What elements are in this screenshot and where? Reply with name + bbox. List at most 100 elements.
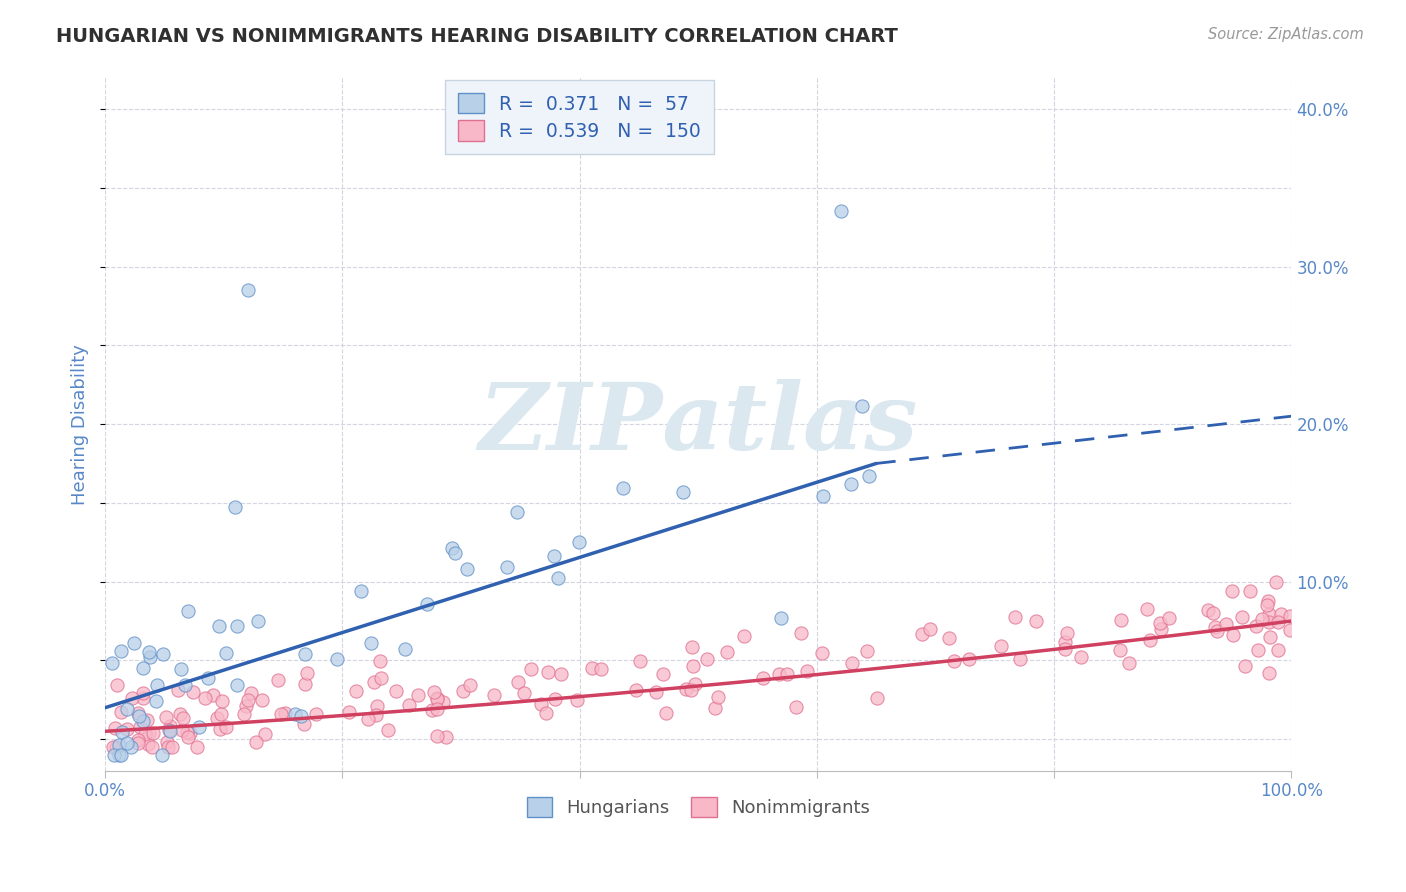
Point bbox=[141, 740, 163, 755]
Point bbox=[505, 505, 527, 519]
Point bbox=[420, 703, 443, 717]
Point bbox=[1053, 641, 1076, 656]
Point bbox=[1247, 642, 1270, 657]
Point bbox=[128, 720, 150, 734]
Point bbox=[1008, 652, 1031, 666]
Point bbox=[426, 702, 449, 716]
Point bbox=[856, 644, 879, 658]
Point bbox=[1136, 601, 1159, 615]
Point bbox=[423, 685, 446, 699]
Point bbox=[225, 678, 247, 692]
Point bbox=[110, 643, 132, 657]
Point bbox=[938, 631, 960, 645]
Point bbox=[1264, 574, 1286, 589]
Point bbox=[394, 642, 416, 657]
Point bbox=[270, 706, 292, 721]
Point bbox=[626, 683, 648, 698]
Point bbox=[236, 693, 259, 707]
Point bbox=[224, 500, 246, 514]
Point bbox=[232, 707, 254, 722]
Point bbox=[645, 685, 668, 699]
Point bbox=[851, 399, 873, 413]
Point bbox=[120, 740, 142, 755]
Point bbox=[176, 731, 198, 745]
Point bbox=[197, 672, 219, 686]
Point bbox=[733, 629, 755, 643]
Point bbox=[1139, 632, 1161, 647]
Point bbox=[108, 738, 131, 752]
Point bbox=[214, 646, 236, 660]
Point bbox=[1257, 607, 1279, 622]
Point bbox=[370, 654, 392, 668]
Point bbox=[496, 560, 519, 574]
Point bbox=[752, 672, 775, 686]
Point bbox=[188, 720, 211, 734]
Point bbox=[157, 723, 180, 737]
Point bbox=[103, 747, 125, 762]
Point bbox=[226, 619, 249, 633]
Point bbox=[789, 626, 811, 640]
Point bbox=[159, 719, 181, 733]
Point bbox=[544, 692, 567, 706]
Point bbox=[1267, 642, 1289, 657]
Text: Source: ZipAtlas.com: Source: ZipAtlas.com bbox=[1208, 27, 1364, 42]
Point bbox=[1215, 617, 1237, 632]
Point bbox=[177, 603, 200, 617]
Point bbox=[1070, 649, 1092, 664]
Point bbox=[173, 678, 195, 692]
Point bbox=[139, 649, 162, 664]
Point bbox=[776, 666, 799, 681]
Point bbox=[675, 681, 697, 696]
Point bbox=[254, 727, 277, 741]
Point bbox=[1258, 631, 1281, 645]
Point bbox=[1222, 627, 1244, 641]
Text: ZIP​atlas: ZIP​atlas bbox=[478, 379, 918, 469]
Point bbox=[432, 695, 454, 709]
Point bbox=[250, 693, 273, 707]
Point bbox=[1204, 620, 1226, 634]
Point bbox=[811, 489, 834, 503]
Point bbox=[1239, 583, 1261, 598]
Point bbox=[1244, 619, 1267, 633]
Point bbox=[1206, 624, 1229, 638]
Point bbox=[326, 652, 349, 666]
Point bbox=[134, 727, 156, 741]
Point bbox=[207, 618, 229, 632]
Point bbox=[115, 736, 138, 750]
Point bbox=[1150, 622, 1173, 636]
Point bbox=[1270, 607, 1292, 622]
Point bbox=[426, 729, 449, 743]
Point bbox=[245, 735, 267, 749]
Point bbox=[565, 693, 588, 707]
Point bbox=[456, 561, 478, 575]
Point bbox=[655, 706, 678, 720]
Point bbox=[543, 549, 565, 564]
Point bbox=[911, 626, 934, 640]
Point bbox=[236, 283, 259, 297]
Point bbox=[957, 652, 980, 666]
Point bbox=[1025, 614, 1047, 628]
Point bbox=[209, 706, 232, 721]
Point bbox=[121, 690, 143, 705]
Point bbox=[127, 733, 149, 747]
Point bbox=[215, 720, 238, 734]
Point bbox=[451, 684, 474, 698]
Point bbox=[179, 726, 201, 740]
Point bbox=[104, 740, 127, 755]
Point bbox=[235, 698, 257, 713]
Point bbox=[1234, 659, 1257, 673]
Point bbox=[440, 541, 463, 555]
Point bbox=[769, 611, 792, 625]
Point bbox=[156, 740, 179, 755]
Point bbox=[1108, 642, 1130, 657]
Point bbox=[385, 684, 408, 698]
Point bbox=[292, 717, 315, 731]
Point bbox=[366, 708, 388, 723]
Point bbox=[128, 709, 150, 723]
Point bbox=[652, 667, 675, 681]
Point bbox=[274, 706, 297, 721]
Point bbox=[172, 723, 194, 738]
Point bbox=[519, 662, 541, 676]
Point bbox=[484, 688, 506, 702]
Point bbox=[530, 697, 553, 711]
